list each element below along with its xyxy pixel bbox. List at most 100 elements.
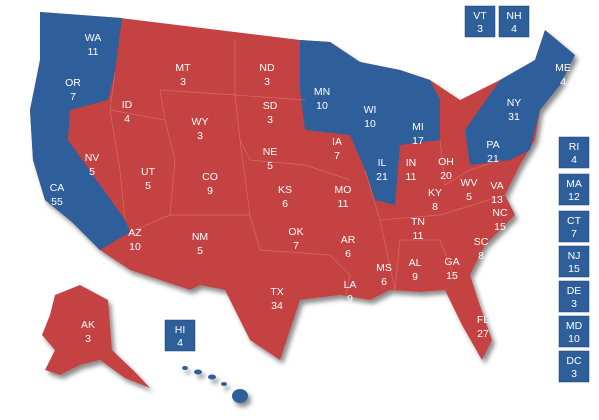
state-abbr: TN (411, 216, 425, 228)
state-votes: 3 (267, 114, 273, 126)
border (239, 139, 251, 216)
state-votes: 11 (338, 198, 349, 210)
state-abbr: CA (50, 182, 65, 194)
state-box (164, 319, 196, 352)
state-votes: 10 (316, 100, 328, 112)
state-abbr: NM (192, 231, 208, 243)
state-votes: 7 (70, 91, 76, 103)
state-votes: 3 (197, 130, 203, 142)
state-votes: 55 (51, 196, 63, 208)
state-votes: 10 (568, 333, 580, 345)
state-votes: 11 (88, 46, 99, 58)
state-box (498, 5, 530, 38)
state-abbr: TX (270, 286, 283, 298)
state-votes: 3 (180, 76, 186, 88)
border (109, 71, 126, 221)
west-coast-region (30, 12, 130, 250)
state-box (558, 210, 590, 243)
state-votes: 6 (345, 248, 351, 260)
state-votes: 5 (466, 191, 472, 203)
map-shapes (30, 12, 575, 403)
state-abbr: ND (259, 62, 275, 74)
state-box (558, 245, 590, 278)
state-votes: 20 (440, 170, 452, 182)
state-abbr: MN (314, 86, 330, 98)
state-abbr: OR (65, 77, 81, 89)
state-abbr: FL (477, 314, 489, 326)
state-abbr: VA (490, 180, 503, 192)
state-abbr: MS (376, 262, 392, 274)
state-votes: 11 (406, 171, 417, 183)
state-abbr: RI (569, 141, 580, 153)
state-abbr: UT (141, 166, 156, 178)
state-abbr: MD (566, 320, 583, 332)
state-abbr: OH (438, 156, 454, 168)
state-votes: 6 (282, 198, 288, 210)
state-abbr: NH (506, 10, 521, 22)
state-votes: 15 (494, 221, 506, 233)
state-votes: 27 (477, 328, 489, 340)
border (109, 109, 176, 233)
state-box (558, 315, 590, 348)
state-abbr: GA (444, 256, 459, 268)
state-abbr: VT (473, 10, 487, 22)
state-votes: 3 (477, 23, 483, 35)
state-votes: 15 (446, 270, 458, 282)
state-labels: WA11OR7CA55NV5ID4MT3WY3UT5CO9AZ10NM5ND3S… (50, 5, 590, 383)
state-abbr: DE (567, 285, 582, 297)
state-votes: 13 (491, 194, 503, 206)
state-abbr: ID (122, 99, 133, 111)
border (379, 219, 456, 291)
state-votes: 31 (508, 111, 520, 123)
state-votes: 34 (271, 300, 283, 312)
border (234, 40, 306, 101)
state-abbr: AK (81, 319, 95, 331)
state-abbr: WV (461, 177, 478, 189)
state-abbr: NC (492, 207, 508, 219)
state-abbr: NV (85, 152, 100, 164)
state-abbr: HI (175, 324, 186, 336)
state-abbr: KS (278, 184, 292, 196)
state-votes: 9 (347, 293, 353, 305)
state-box (464, 5, 496, 38)
state-box (558, 350, 590, 383)
state-votes: 8 (432, 201, 438, 213)
state-votes: 5 (197, 245, 203, 257)
state-votes: 9 (412, 271, 418, 283)
northeast-region (465, 30, 575, 165)
state-votes: 3 (571, 368, 577, 380)
state-abbr: WI (364, 104, 377, 116)
great-lakes-region (300, 40, 440, 205)
state-votes: 9 (207, 185, 213, 197)
state-votes: 4 (571, 154, 577, 166)
state-votes: 4 (177, 337, 183, 349)
state-votes: 17 (412, 135, 424, 147)
state-votes: 4 (124, 113, 130, 125)
state-abbr: CO (202, 171, 218, 183)
state-abbr: NY (507, 97, 522, 109)
state-abbr: MA (566, 178, 582, 190)
border (170, 214, 351, 301)
hawaii-islands (182, 366, 248, 403)
state-abbr: AZ (128, 227, 142, 239)
state-votes: 7 (293, 240, 299, 252)
state-borders (109, 40, 506, 301)
state-box (558, 173, 590, 206)
state-abbr: MT (175, 62, 191, 74)
state-abbr: AL (409, 257, 422, 269)
state-abbr: SD (263, 100, 278, 112)
state-abbr: WY (192, 116, 209, 128)
state-abbr: CT (567, 215, 582, 227)
state-votes: 21 (487, 153, 499, 165)
state-box (558, 136, 590, 169)
border (439, 139, 501, 186)
state-abbr: SC (474, 236, 489, 248)
state-votes: 6 (381, 276, 387, 288)
state-votes: 21 (376, 171, 388, 183)
state-abbr: AR (341, 234, 356, 246)
state-abbr: MO (335, 184, 352, 196)
state-votes: 5 (145, 180, 151, 192)
state-votes: 3 (571, 298, 577, 310)
state-abbr: OK (288, 226, 303, 238)
